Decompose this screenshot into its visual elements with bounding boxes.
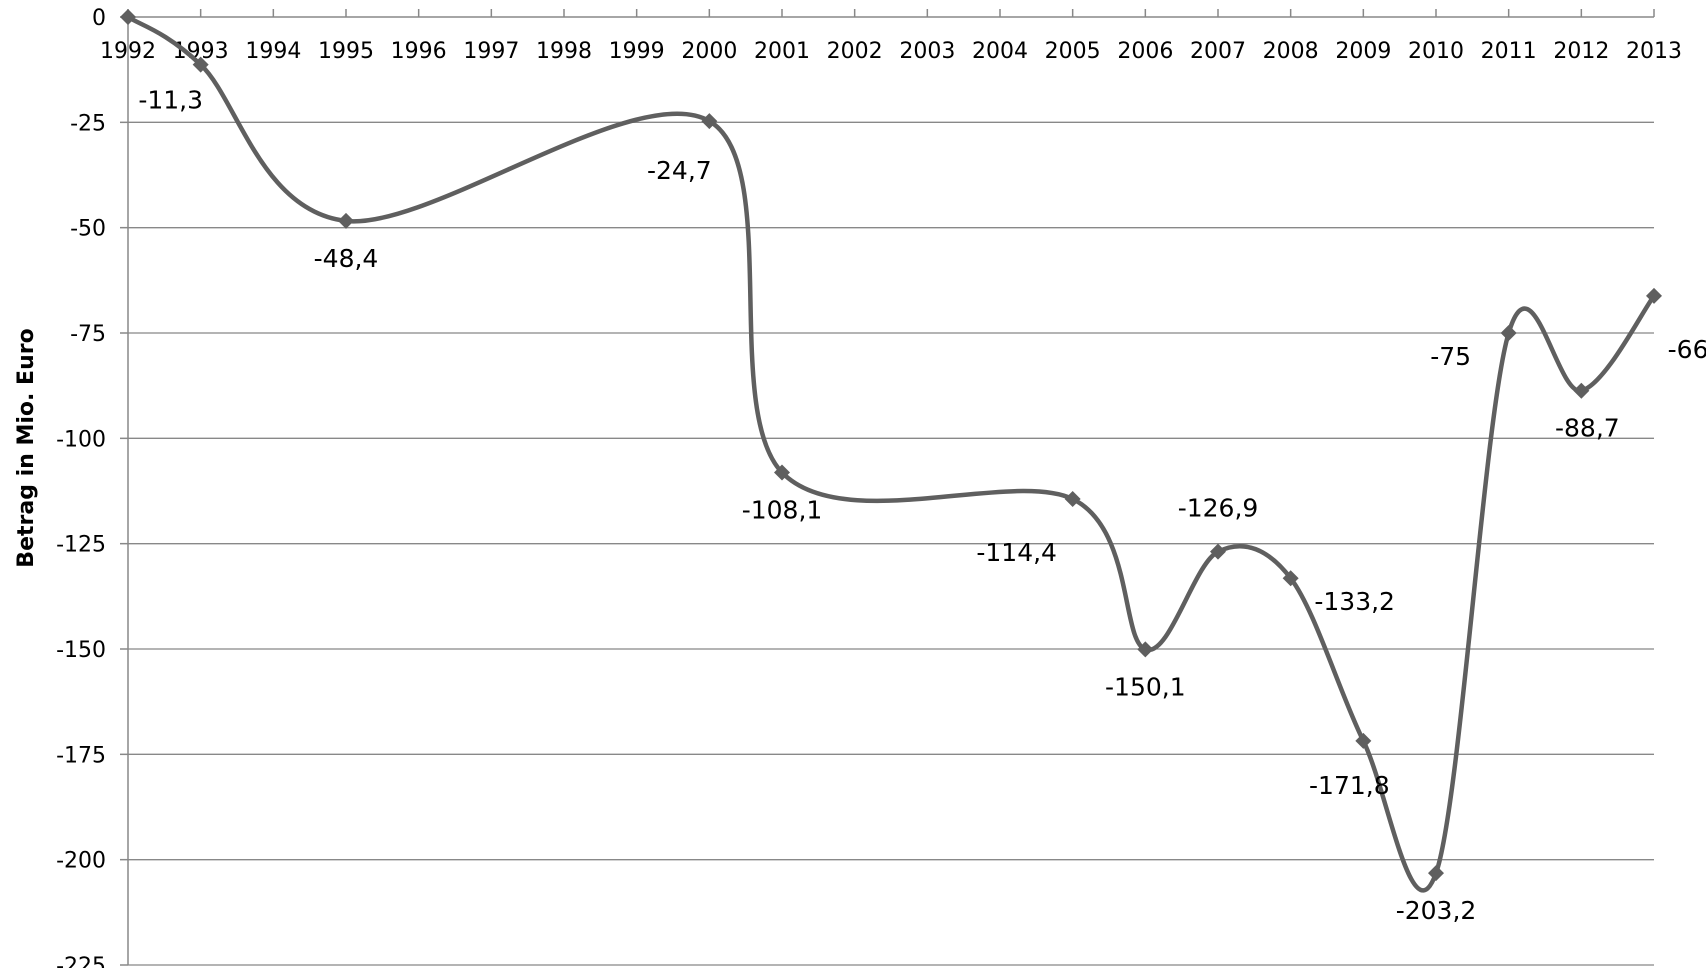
x-tick-label: 1995 — [318, 39, 374, 64]
x-tick-label: 2008 — [1263, 39, 1319, 64]
data-label: -126,9 — [1178, 494, 1259, 523]
data-label: -66,2 — [1668, 335, 1706, 364]
data-point-marker — [338, 212, 354, 229]
data-labels: -11,3 -48,4 -24,7 -108,1 -114,4 -150,1 -126,9 -… — [138, 86, 1706, 926]
y-tick-label: -200 — [56, 849, 106, 874]
data-label: -171,8 — [1309, 771, 1390, 800]
data-point-marker — [701, 113, 718, 130]
data-point-marker — [1137, 641, 1154, 658]
data-point-marker — [120, 9, 136, 25]
y-axis-tick-labels: 0 -25 -50 -75 -100 -125 -150 -175 -200 -225 — [56, 6, 106, 968]
x-tick-label: 1992 — [100, 39, 156, 64]
x-tick-label: 2011 — [1481, 39, 1537, 64]
data-label: -24,7 — [647, 156, 712, 185]
x-tick-label: 2003 — [899, 39, 955, 64]
x-tick-label: 2004 — [972, 39, 1028, 64]
data-point-marker — [1210, 543, 1226, 560]
y-tick-label: -75 — [70, 322, 106, 347]
x-tick-label: 1999 — [609, 39, 665, 64]
data-point-marker — [1355, 732, 1372, 749]
x-tick-label: 2000 — [681, 39, 737, 64]
data-markers — [120, 9, 1662, 882]
y-tick-label: -150 — [56, 638, 106, 663]
data-label: -108,1 — [742, 495, 823, 524]
y-tick-label: 0 — [92, 6, 106, 31]
x-tick-label: 1998 — [536, 39, 592, 64]
x-tick-label: 2009 — [1335, 39, 1391, 64]
data-label: -11,3 — [138, 86, 203, 115]
x-tick-label: 2007 — [1190, 39, 1246, 64]
data-point-marker — [1282, 570, 1299, 587]
x-tick-label: 2012 — [1553, 39, 1609, 64]
axes — [120, 9, 1655, 966]
data-point-marker — [774, 464, 790, 481]
x-tick-label: 2013 — [1626, 39, 1682, 64]
data-point-marker — [1064, 491, 1081, 508]
x-tick-label: 2001 — [754, 39, 810, 64]
x-tick-label: 2002 — [827, 39, 883, 64]
y-tick-label: -225 — [56, 954, 106, 968]
y-tick-label: -50 — [70, 217, 106, 242]
y-tick-label: -125 — [56, 533, 106, 558]
y-axis-title: Betrag in Mio. Euro — [14, 328, 39, 567]
x-tick-label: 1997 — [463, 39, 519, 64]
data-label: -150,1 — [1105, 672, 1186, 701]
data-label: -114,4 — [976, 538, 1057, 567]
data-label: -133,2 — [1314, 587, 1395, 616]
x-tick-label: 2006 — [1117, 39, 1173, 64]
data-point-marker — [1500, 325, 1517, 341]
y-tick-label: -175 — [56, 743, 106, 768]
data-point-marker — [1573, 382, 1590, 399]
data-label: -203,2 — [1396, 896, 1477, 925]
data-label: -48,4 — [314, 244, 379, 273]
x-axis-tick-labels: 1992 1993 1994 1995 1996 1997 1998 1999 2000 2001… — [100, 39, 1682, 64]
x-tick-label: 1994 — [245, 39, 301, 64]
data-point-marker — [1428, 865, 1444, 882]
x-tick-label: 2005 — [1045, 39, 1101, 64]
x-tick-label: 2010 — [1408, 39, 1464, 64]
y-tick-label: -100 — [56, 427, 106, 452]
data-point-marker — [1646, 287, 1662, 304]
series-line — [125, 14, 1657, 893]
gridlines — [128, 121, 1654, 966]
y-tick-label: -25 — [70, 111, 106, 136]
data-point-marker — [192, 56, 209, 73]
x-tick-label: 1996 — [391, 39, 447, 64]
data-label: -88,7 — [1555, 414, 1620, 443]
data-label: -75 — [1430, 342, 1471, 371]
